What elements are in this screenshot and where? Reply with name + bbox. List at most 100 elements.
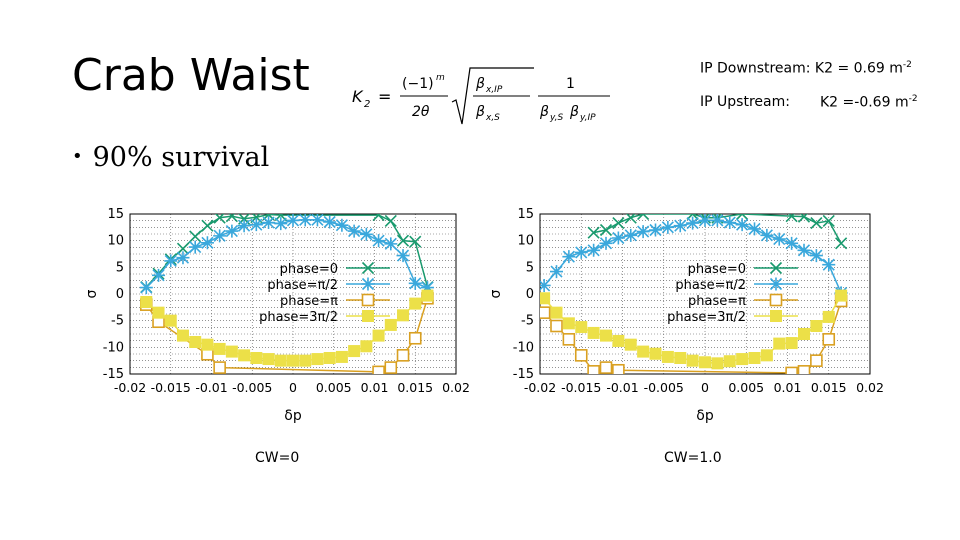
data-point (587, 226, 600, 239)
y-tick-label: -15 (513, 367, 534, 382)
data-point (611, 231, 625, 245)
data-point (686, 354, 699, 367)
data-point (360, 340, 373, 353)
data-point (311, 353, 324, 366)
y-tick-label: -5 (111, 314, 124, 329)
data-point (274, 217, 288, 231)
x-tick-label: 0 (701, 380, 709, 395)
y-tick-label: -10 (513, 340, 534, 355)
data-point (748, 222, 761, 236)
data-point (408, 331, 422, 345)
y-tick-label: -5 (521, 314, 534, 329)
x-tick-label: -0.015 (561, 380, 601, 395)
series-3 (540, 289, 848, 370)
data-point (574, 245, 588, 259)
y-tick-label: 10 (517, 234, 534, 249)
y-tick-label: 10 (107, 234, 124, 249)
data-point (372, 365, 385, 374)
series-1 (540, 214, 848, 300)
data-point (810, 217, 823, 230)
data-point (785, 366, 798, 374)
data-point (599, 236, 613, 250)
data-point (835, 237, 848, 250)
x-tick-label: 0.02 (442, 380, 470, 395)
data-point (397, 309, 410, 322)
y-tick-label: 15 (517, 207, 534, 222)
data-point (262, 353, 275, 366)
legend-marker (770, 310, 782, 322)
data-point (797, 243, 811, 257)
data-point (201, 338, 214, 351)
x-tick-label: -0.01 (606, 380, 638, 395)
x-tick-label: -0.02 (524, 380, 556, 395)
data-point (384, 237, 398, 251)
x-tick-label: -0.005 (644, 380, 684, 395)
data-point (335, 350, 348, 363)
data-point (188, 240, 202, 254)
y-tick-label: 5 (526, 260, 534, 275)
data-point (673, 219, 687, 233)
data-point (822, 214, 835, 227)
formula-den1: 2θ (412, 104, 430, 120)
y-axis-label: σ (488, 289, 504, 298)
formula-den2-b-sub: y,IP (579, 113, 596, 123)
data-point (287, 354, 299, 367)
data-point (421, 289, 434, 302)
chart-grid (129, 213, 457, 375)
data-point (274, 214, 287, 222)
formula-num2: 1 (566, 76, 575, 92)
formula-rad-num: β (475, 76, 485, 92)
y-axis-label: σ (84, 289, 100, 298)
data-point (298, 214, 312, 227)
data-point (649, 347, 662, 360)
data-point (213, 342, 226, 355)
data-point (249, 218, 263, 232)
ip-upstream-label: IP Upstream: (700, 94, 790, 110)
data-point (797, 365, 811, 374)
data-point (384, 318, 397, 331)
data-point (773, 337, 786, 350)
data-point (213, 361, 226, 374)
data-point (274, 354, 287, 367)
data-point (348, 345, 361, 358)
data-point (637, 214, 650, 221)
legend-label: phase=0 (280, 262, 338, 277)
data-point (587, 243, 601, 257)
data-point (384, 214, 397, 227)
legend-marker (362, 310, 374, 322)
data-point (822, 258, 836, 272)
data-point (785, 236, 799, 250)
data-point (809, 249, 823, 263)
ip-downstream-line: IP Downstream: K2 = 0.69 m-2 (700, 60, 912, 77)
formula-den2-b: β (569, 104, 579, 120)
data-point (760, 349, 773, 362)
data-point (396, 249, 410, 263)
data-point (408, 276, 422, 290)
x-axis-label: δp (696, 408, 714, 424)
x-tick-label: 0.01 (774, 380, 802, 395)
data-point (409, 235, 422, 248)
legend-label: phase=3π/2 (259, 310, 338, 325)
data-point (372, 234, 386, 248)
data-point (562, 250, 576, 264)
data-point (798, 328, 810, 340)
data-point (723, 216, 737, 230)
formula-rad-den: β (475, 104, 485, 120)
formula-den2-a: β (539, 104, 549, 120)
data-point (359, 227, 373, 241)
data-point (612, 217, 625, 230)
data-point (299, 354, 312, 367)
data-point (152, 268, 166, 282)
x-tick-label: 0.02 (856, 380, 884, 395)
data-point (550, 306, 563, 319)
legend-marker (361, 277, 375, 291)
x-tick-label: -0.005 (232, 380, 272, 395)
data-point (574, 349, 588, 362)
ip-downstream-value: K2 = 0.69 m (814, 60, 903, 77)
data-point (310, 214, 324, 227)
chart-cw1: 15 10 5 0 -5 -10 -15-0.02 -0.015 -0.01 -0.005 0 0.0… (488, 207, 884, 424)
data-point (384, 361, 398, 374)
legend-marker (769, 277, 783, 291)
